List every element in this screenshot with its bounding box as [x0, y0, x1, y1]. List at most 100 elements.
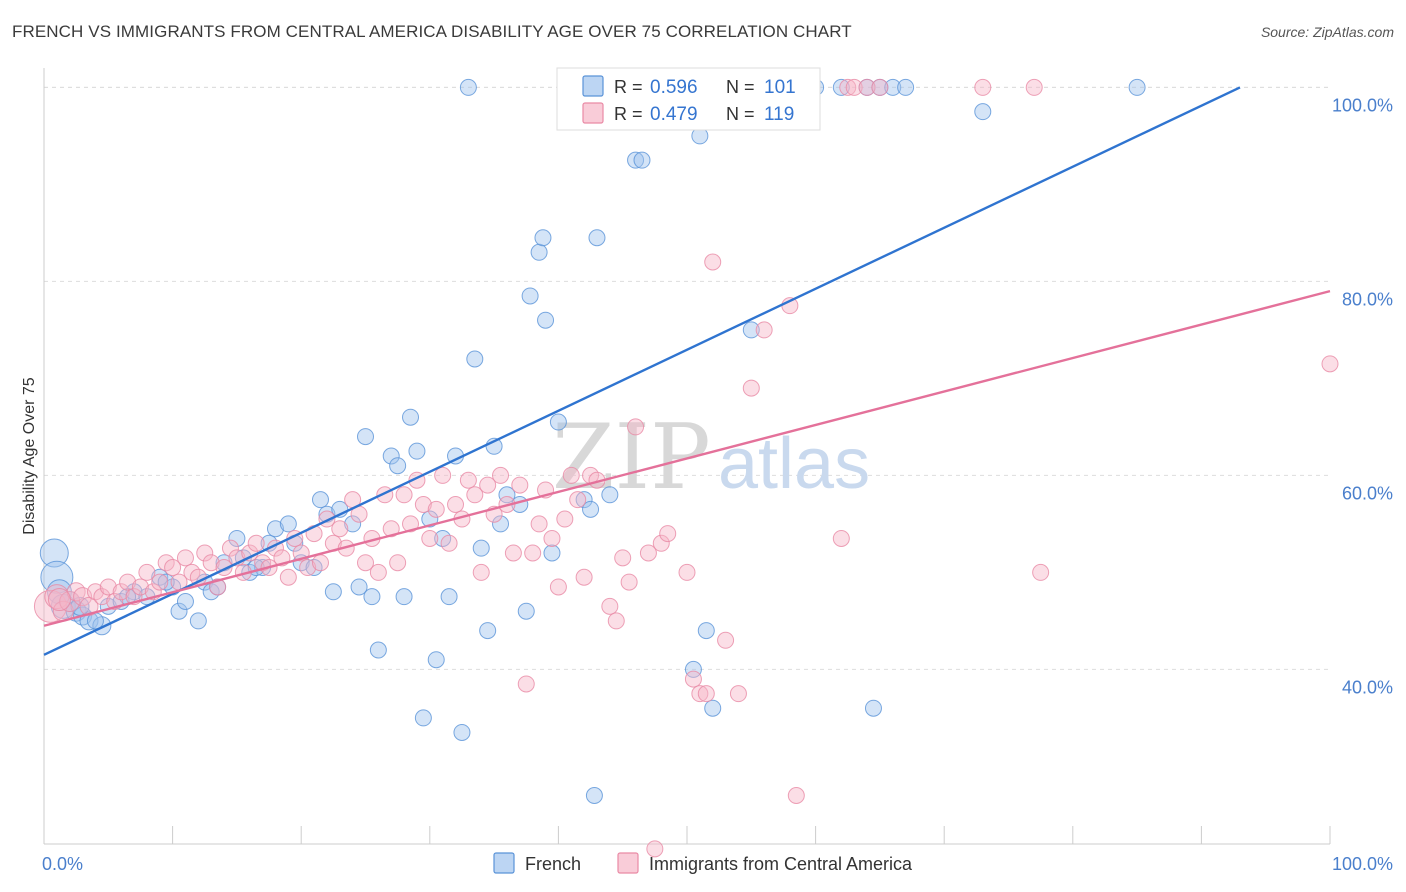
- point-series0-53: [472, 539, 490, 557]
- point-series0-99: [157, 573, 175, 591]
- point-series1-91: [639, 544, 657, 562]
- point-series1-66: [466, 486, 484, 504]
- point-series0-52: [466, 350, 484, 368]
- chart-title: FRENCH VS IMMIGRANTS FROM CENTRAL AMERIC…: [12, 22, 852, 41]
- point-series0-37: [363, 588, 381, 606]
- point-series0-64: [543, 544, 561, 562]
- point-series1-17: [151, 573, 169, 591]
- point-series1-81: [562, 466, 580, 484]
- point-series0-41: [395, 588, 413, 606]
- point-series1-89: [620, 573, 638, 591]
- point-series0-73: [633, 151, 651, 169]
- point-series1-3: [59, 591, 81, 612]
- point-series0-16: [189, 612, 207, 630]
- point-series1-11: [112, 583, 130, 601]
- legend-r-label-french: R =: [614, 77, 643, 97]
- point-series1-73: [511, 476, 529, 494]
- point-series1-100: [717, 631, 735, 649]
- x-tick-label-0: 0.0%: [42, 854, 83, 874]
- point-series1-62: [440, 534, 458, 552]
- legend-r-label-immigrants: R =: [614, 104, 643, 124]
- watermark-zip: ZIP: [552, 405, 711, 510]
- point-series1-24: [196, 544, 214, 562]
- point-series0-0: [39, 538, 69, 568]
- point-series1-45: [331, 520, 349, 538]
- point-series1-102: [742, 379, 760, 397]
- point-series1-32: [247, 534, 265, 552]
- point-series1-61: [434, 466, 452, 484]
- point-series0-54: [479, 622, 497, 640]
- point-series1-79: [549, 578, 567, 596]
- point-series1-25: [202, 554, 220, 572]
- point-series1-54: [389, 554, 407, 572]
- y-tick-label-3: 100.0%: [1332, 95, 1393, 115]
- trend-lines: [43, 86, 1331, 656]
- point-series1-88: [614, 549, 632, 567]
- point-series1-96: [684, 670, 702, 688]
- bottom-legend: French Immigrants from Central America: [493, 852, 913, 874]
- point-series1-80: [556, 510, 574, 528]
- point-series0-78: [697, 622, 715, 640]
- point-series1-105: [787, 787, 805, 804]
- point-series0-63: [537, 311, 555, 329]
- point-series1-115: [1321, 355, 1339, 373]
- point-series1-108: [839, 78, 857, 96]
- point-series1-8: [93, 588, 111, 606]
- bottom-legend-label-french: French: [525, 854, 581, 874]
- point-series1-51: [369, 563, 387, 581]
- point-series0-26: [279, 515, 297, 533]
- point-series0-85: [832, 78, 850, 96]
- point-series1-109: [845, 78, 863, 96]
- point-series0-92: [1128, 78, 1146, 96]
- point-series1-49: [357, 554, 374, 572]
- point-series1-74: [517, 675, 535, 693]
- legend-n-label-french: N =: [726, 77, 755, 97]
- point-series0-50: [453, 723, 471, 741]
- point-series1-14: [131, 578, 149, 596]
- point-series1-93: [652, 534, 670, 552]
- point-series1-94: [659, 525, 677, 543]
- point-series1-60: [427, 500, 445, 518]
- point-series1-55: [395, 486, 413, 504]
- point-series1-95: [678, 563, 696, 581]
- point-series1-78: [543, 529, 561, 547]
- watermark-atlas: atlas: [718, 424, 870, 504]
- point-series1-92: [646, 840, 664, 858]
- point-series1-58: [414, 496, 432, 513]
- point-series0-67: [575, 491, 593, 509]
- point-series0-60: [521, 287, 539, 305]
- trend-line-series1: [43, 289, 1331, 627]
- point-series1-65: [459, 471, 477, 489]
- legend-box: R = 0.596 N = 101 R = 0.479 N = 119: [556, 67, 821, 131]
- point-series0-70: [588, 229, 606, 247]
- point-series0-68: [582, 500, 600, 518]
- point-series0-61: [530, 243, 548, 261]
- point-series1-87: [607, 612, 625, 630]
- bottom-legend-swatch-immigrants: [617, 852, 639, 874]
- point-series0-59: [517, 602, 535, 620]
- trend-line-series0: [43, 86, 1241, 656]
- point-series0-87: [864, 699, 882, 717]
- point-series1-110: [858, 78, 876, 96]
- point-series1-72: [504, 544, 522, 562]
- y-axis-label: Disability Age Over 75: [21, 377, 38, 535]
- axes: [43, 68, 1330, 845]
- x-tick-label-1: 100.0%: [1332, 854, 1393, 874]
- point-series1-111: [871, 78, 889, 96]
- point-series0-91: [974, 103, 992, 121]
- point-series1-19: [164, 559, 182, 577]
- point-series0-69: [585, 787, 603, 804]
- point-series0-71: [601, 486, 619, 504]
- point-series0-65: [549, 413, 567, 431]
- point-series1-99: [704, 253, 722, 271]
- point-series0-45: [421, 510, 439, 528]
- legend-swatch-immigrants: [582, 102, 604, 124]
- point-series0-20: [228, 529, 246, 547]
- point-series0-62: [534, 229, 552, 247]
- point-series0-34: [344, 515, 362, 533]
- point-series1-37: [279, 568, 297, 586]
- point-series1-40: [299, 559, 317, 577]
- source-label: Source: ZipAtlas.com: [1260, 24, 1394, 40]
- point-series0-90: [897, 78, 915, 96]
